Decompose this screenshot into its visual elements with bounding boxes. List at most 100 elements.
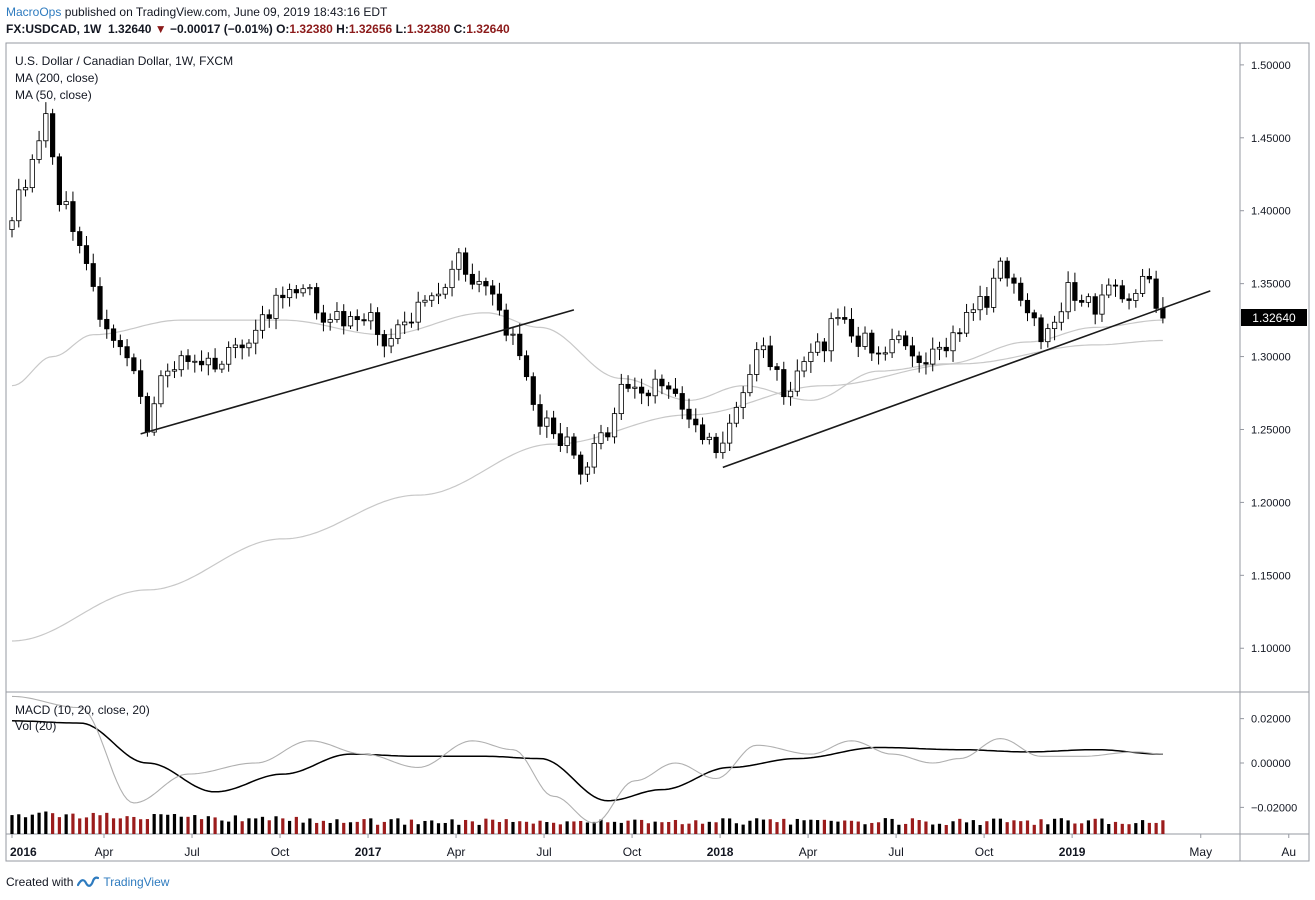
candle [760, 337, 767, 359]
close-label: C: [453, 22, 467, 36]
volume-bar [71, 813, 75, 834]
volume-bar [348, 822, 353, 834]
candle-body [314, 287, 320, 314]
candle-body [1153, 278, 1159, 309]
volume-bar [37, 812, 41, 834]
volume-bar [558, 824, 562, 834]
trendline[interactable] [722, 290, 1211, 469]
candle-body [77, 231, 83, 246]
candle-body [219, 363, 225, 370]
volume-bar [409, 819, 414, 834]
down-arrow-icon: ▼ [154, 22, 167, 36]
price-tick-label: 1.50000 [1251, 60, 1291, 72]
candle [930, 337, 936, 372]
volume-bar [761, 819, 766, 834]
candle [90, 253, 96, 292]
candle-body [517, 333, 523, 357]
candle-body [1085, 296, 1092, 303]
volume-bar [193, 815, 197, 834]
volume-bar [1100, 818, 1104, 834]
volume-bar [822, 819, 826, 834]
volume-bar [728, 818, 732, 834]
candle [1092, 293, 1098, 325]
time-axis[interactable]: 2016 Apr Jul Oct 2017 Apr Jul Oct 2018 Apr Jul Oct 2… [10, 834, 1296, 859]
candle-body [483, 281, 489, 287]
volume-bar [84, 817, 89, 834]
candle [286, 283, 293, 307]
volume-bar [443, 822, 447, 834]
candle-body [1079, 300, 1085, 303]
candle-body [327, 319, 333, 323]
candle [1058, 302, 1064, 331]
low-value: 1.32380 [406, 22, 451, 36]
candle [896, 330, 902, 344]
volume-bar [1086, 820, 1091, 834]
price-tick-label: 1.20000 [1251, 497, 1291, 509]
candle-body [699, 424, 706, 441]
candle [618, 373, 624, 421]
price-tick-label: 1.30000 [1251, 352, 1291, 364]
candle [178, 350, 184, 377]
candle-body [605, 432, 611, 438]
volume-bar [78, 818, 82, 834]
candle [991, 268, 997, 313]
candle [381, 329, 387, 358]
candle-body [645, 392, 651, 397]
volume-bar [836, 821, 840, 834]
candle-body [706, 436, 712, 441]
candle [462, 247, 469, 282]
candle-body [29, 159, 35, 189]
candle [1126, 293, 1132, 310]
volume-bar [287, 820, 292, 834]
volume-bar [870, 822, 874, 834]
candle-body [652, 378, 658, 397]
candle [293, 284, 299, 299]
candle-body [165, 370, 171, 377]
candle-body [124, 346, 130, 359]
volume-bar [768, 819, 772, 834]
candle [551, 410, 557, 439]
volume-bar [924, 821, 928, 834]
volume-bar [355, 821, 359, 834]
candle [415, 291, 421, 331]
candle [246, 339, 252, 357]
candle-body [1065, 282, 1071, 313]
candle [266, 309, 272, 328]
candle-body [571, 436, 577, 456]
candle [571, 433, 577, 459]
candle-body [774, 366, 780, 370]
candle-body [253, 329, 259, 344]
volume-bar [98, 815, 102, 834]
volume-bar [721, 818, 725, 834]
candle [490, 279, 496, 306]
price-axis[interactable]: 1.50000 1.45000 1.40000 1.35000 1.30000 1.250… [1240, 60, 1291, 655]
price-tick-label: 1.25000 [1251, 424, 1291, 436]
tradingview-brand[interactable]: TradingView [103, 875, 170, 889]
candle-body [70, 201, 76, 232]
candle-body [672, 388, 679, 394]
volume-bar [430, 820, 434, 834]
candle-body [984, 296, 990, 308]
symbol-label: FX:USDCAD, 1W [6, 22, 102, 36]
candle-body [611, 413, 618, 438]
volume-bar [118, 818, 122, 834]
volume-bar [904, 823, 908, 834]
volume-bar [863, 824, 867, 834]
candle-body [104, 318, 110, 330]
candle [733, 401, 739, 428]
candle [402, 311, 408, 335]
candle [97, 277, 103, 327]
trendline[interactable] [140, 309, 575, 435]
volume-bar [260, 816, 265, 834]
candle [889, 328, 895, 358]
volume-bar [599, 819, 603, 834]
footer: Created with TradingView [6, 875, 169, 889]
volume-bar [166, 814, 170, 834]
candle [43, 102, 49, 148]
candle [679, 386, 685, 420]
candle-body [740, 392, 746, 408]
candle-body [909, 345, 916, 357]
author-link[interactable]: MacroOps [6, 5, 62, 19]
volume-bar [931, 824, 935, 834]
